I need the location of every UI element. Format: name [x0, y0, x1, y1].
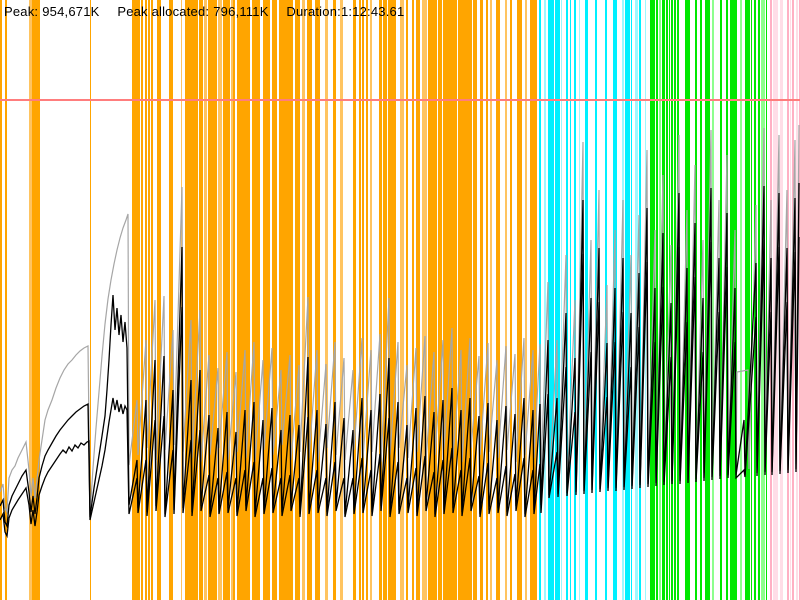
- memory-usage-lines: [0, 124, 800, 539]
- peak-allocated-stat: Peak allocated: 796,111K: [117, 4, 268, 19]
- stats-header: Peak: 954,671K Peak allocated: 796,111K Du…: [4, 4, 418, 20]
- duration-value: 1:12:43.61: [340, 4, 405, 19]
- peak-allocated-label: Peak allocated:: [117, 4, 210, 19]
- peak-stat: Peak: 954,671K: [4, 4, 100, 19]
- series-allocated-envelope: [0, 124, 800, 516]
- peak-label: Peak:: [4, 4, 39, 19]
- duration-stat: Duration:1:12:43.61: [286, 4, 404, 19]
- series-heap-used-lower: [0, 236, 800, 539]
- peak-threshold-line: [0, 99, 800, 101]
- duration-label: Duration:: [286, 4, 341, 19]
- peak-allocated-value: 796,111K: [213, 4, 269, 19]
- peak-value: 954,671K: [42, 4, 100, 19]
